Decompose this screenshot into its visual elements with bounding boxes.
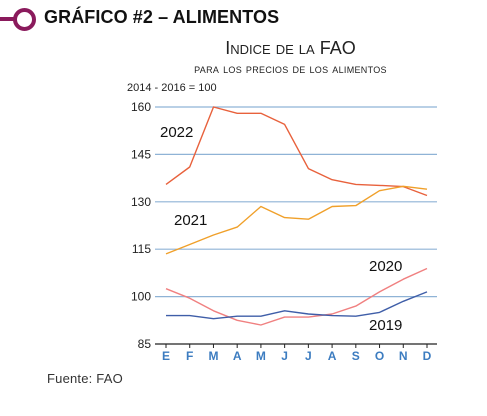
x-tick-label: D bbox=[423, 349, 432, 363]
base-index-label: 2014 - 2016 = 100 bbox=[127, 82, 217, 94]
chart-subtitle: para los precios de los alimentos bbox=[194, 61, 387, 76]
header-title: GRÁFICO #2 – ALIMENTOS bbox=[44, 7, 280, 27]
y-tick-label: 115 bbox=[132, 242, 151, 256]
x-tick-label: J bbox=[281, 349, 288, 363]
header-circle-icon bbox=[13, 8, 36, 31]
y-tick-label: 100 bbox=[131, 290, 151, 304]
header-line-decoration bbox=[0, 17, 16, 21]
series-line-2022 bbox=[165, 106, 428, 197]
y-tick-label: 85 bbox=[138, 337, 152, 351]
y-tick-label: 130 bbox=[131, 195, 151, 209]
series-line-2021 bbox=[165, 185, 428, 255]
x-tick-label: M bbox=[256, 349, 266, 363]
x-tick-label: J bbox=[305, 349, 312, 363]
series-label-2020: 2020 bbox=[369, 258, 402, 275]
x-tick-label: A bbox=[328, 349, 337, 363]
source-note: Fuente: FAO bbox=[47, 371, 123, 386]
x-tick-label: A bbox=[233, 349, 242, 363]
series-label-2019: 2019 bbox=[369, 317, 402, 334]
chart-header: GRÁFICO #2 – ALIMENTOS bbox=[0, 4, 487, 32]
x-tick-label: O bbox=[375, 349, 384, 363]
x-tick-label: M bbox=[208, 349, 218, 363]
x-tick-label: N bbox=[399, 349, 408, 363]
chart-title: Indice de la FAO bbox=[225, 38, 356, 58]
series-label-2021: 2021 bbox=[174, 212, 207, 229]
x-tick-label: F bbox=[186, 349, 193, 363]
series-label-2022: 2022 bbox=[160, 124, 193, 141]
y-tick-label: 160 bbox=[131, 100, 151, 114]
x-tick-label: S bbox=[352, 349, 360, 363]
y-tick-label: 145 bbox=[131, 147, 151, 161]
series-line-2019 bbox=[166, 291, 428, 320]
x-tick-label: E bbox=[162, 349, 170, 363]
series-line-2020 bbox=[165, 267, 428, 326]
